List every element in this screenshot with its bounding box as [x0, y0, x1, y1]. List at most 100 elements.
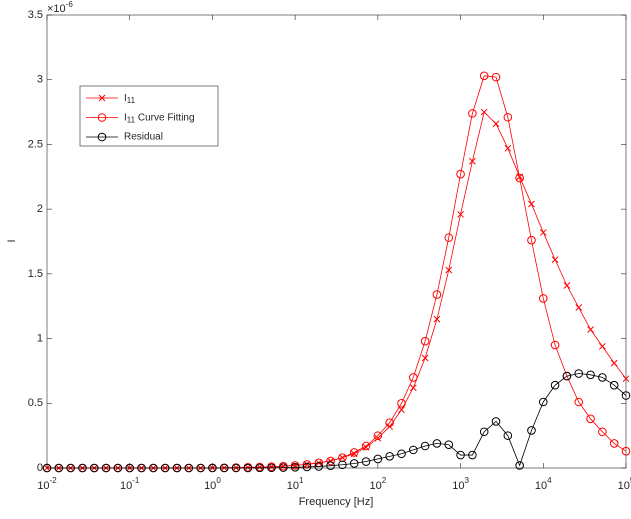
- marker-circle: [621, 391, 631, 400]
- marker-circle: [373, 431, 383, 440]
- legend-marker: [97, 113, 107, 122]
- x-tick-exponent: 1: [299, 476, 304, 485]
- marker-circle: [338, 460, 347, 470]
- marker-circle: [42, 463, 52, 473]
- marker-circle: [314, 462, 324, 471]
- x-tick-exponent: 3: [464, 476, 469, 485]
- x-tick-label: 105: [618, 476, 631, 492]
- marker-circle: [326, 456, 335, 466]
- y-multiplier-exponent: -6: [66, 0, 74, 9]
- marker-circle: [456, 169, 465, 179]
- marker-circle: [609, 380, 619, 390]
- x-tick-base: 10: [204, 480, 216, 492]
- marker-circle: [491, 72, 501, 82]
- marker-circle: [479, 71, 489, 81]
- marker-circle: [361, 441, 371, 451]
- x-tick-base: 10: [535, 480, 547, 492]
- marker-circle: [409, 373, 418, 382]
- x-tick-exponent: 0: [216, 476, 221, 485]
- marker-circle: [243, 463, 253, 473]
- marker-cross: [622, 375, 630, 383]
- marker-circle: [326, 461, 335, 470]
- x-axis-label: Frequency [Hz]: [299, 496, 374, 508]
- legend-label: Residual: [124, 132, 163, 143]
- marker-circle: [302, 460, 312, 469]
- y-tick-label: 1.5: [28, 268, 43, 280]
- text-part: I: [124, 93, 127, 104]
- marker-cross: [409, 384, 417, 392]
- y-tick-label: 3: [37, 74, 43, 86]
- marker-circle: [468, 450, 477, 460]
- marker-circle: [125, 463, 135, 473]
- marker-circle: [432, 290, 442, 299]
- marker-circle: [349, 448, 359, 457]
- marker-circle: [409, 445, 418, 455]
- marker-cross: [492, 120, 500, 128]
- marker-circle: [184, 463, 194, 473]
- marker-circle: [527, 426, 536, 435]
- x-tick-base: 10: [37, 480, 49, 492]
- x-tick-base: 10: [370, 480, 382, 492]
- marker-cross: [575, 304, 583, 311]
- marker-circle: [456, 450, 465, 460]
- y-tick-label: 0.5: [28, 397, 43, 409]
- x-tick-exponent: -2: [50, 476, 58, 485]
- marker-circle: [302, 462, 312, 472]
- y-tick-label: 2: [37, 203, 43, 215]
- marker-cross: [551, 256, 559, 263]
- x-tick-exponent: -1: [132, 476, 140, 485]
- x-tick-exponent: 5: [630, 476, 631, 485]
- marker-circle: [89, 463, 99, 473]
- marker-cross: [528, 200, 535, 208]
- marker-circle: [172, 463, 182, 473]
- x-tick-label: 101: [287, 476, 304, 492]
- x-tick-base: 10: [120, 480, 132, 492]
- text-part: Curve Fitting: [135, 112, 194, 123]
- subscript: 11: [127, 96, 136, 105]
- marker-cross: [480, 108, 488, 116]
- marker-circle: [349, 459, 359, 468]
- x-tick-exponent: 2: [382, 476, 387, 485]
- marker-cross: [433, 315, 441, 323]
- marker-circle: [538, 397, 548, 407]
- marker-circle: [54, 463, 64, 473]
- text-part: I: [124, 112, 127, 123]
- marker-cross: [421, 354, 429, 362]
- marker-circle: [586, 370, 595, 380]
- marker-circle: [479, 427, 489, 437]
- marker-cross: [599, 342, 606, 350]
- marker-circle: [78, 463, 87, 473]
- legend-marker: [97, 132, 107, 142]
- x-tick-base: 10: [287, 480, 299, 492]
- marker-cross: [445, 266, 453, 274]
- marker-circle: [137, 463, 146, 473]
- y-axis-label: I: [6, 239, 18, 242]
- marker-cross: [469, 157, 476, 165]
- marker-circle: [515, 173, 524, 183]
- marker-circle: [515, 461, 524, 470]
- marker-circle: [196, 463, 205, 473]
- legend-marker: [98, 94, 106, 102]
- y-multiplier-base: ×10: [47, 3, 66, 15]
- legend-label: I11 Curve Fitting: [124, 112, 195, 124]
- marker-circle: [562, 371, 572, 381]
- legend-box: [79, 85, 219, 147]
- marker-cross: [587, 326, 594, 333]
- marker-circle: [574, 369, 584, 378]
- marker-circle: [385, 452, 394, 461]
- y-tick-label: 1: [37, 332, 43, 344]
- marker-cross: [539, 229, 547, 236]
- marker-circle: [609, 439, 619, 448]
- marker-circle: [255, 463, 264, 473]
- y-tick-label: 0: [37, 462, 43, 474]
- x-tick-label: 102: [370, 476, 387, 492]
- marker-circle: [550, 380, 560, 390]
- marker-circle: [397, 398, 406, 408]
- marker-circle: [621, 446, 631, 456]
- x-tick-base: 10: [452, 480, 464, 492]
- marker-circle: [503, 431, 513, 440]
- plot-frame: [46, 14, 627, 469]
- x-tick-base: 10: [618, 480, 630, 492]
- x-tick-label: 103: [452, 476, 469, 492]
